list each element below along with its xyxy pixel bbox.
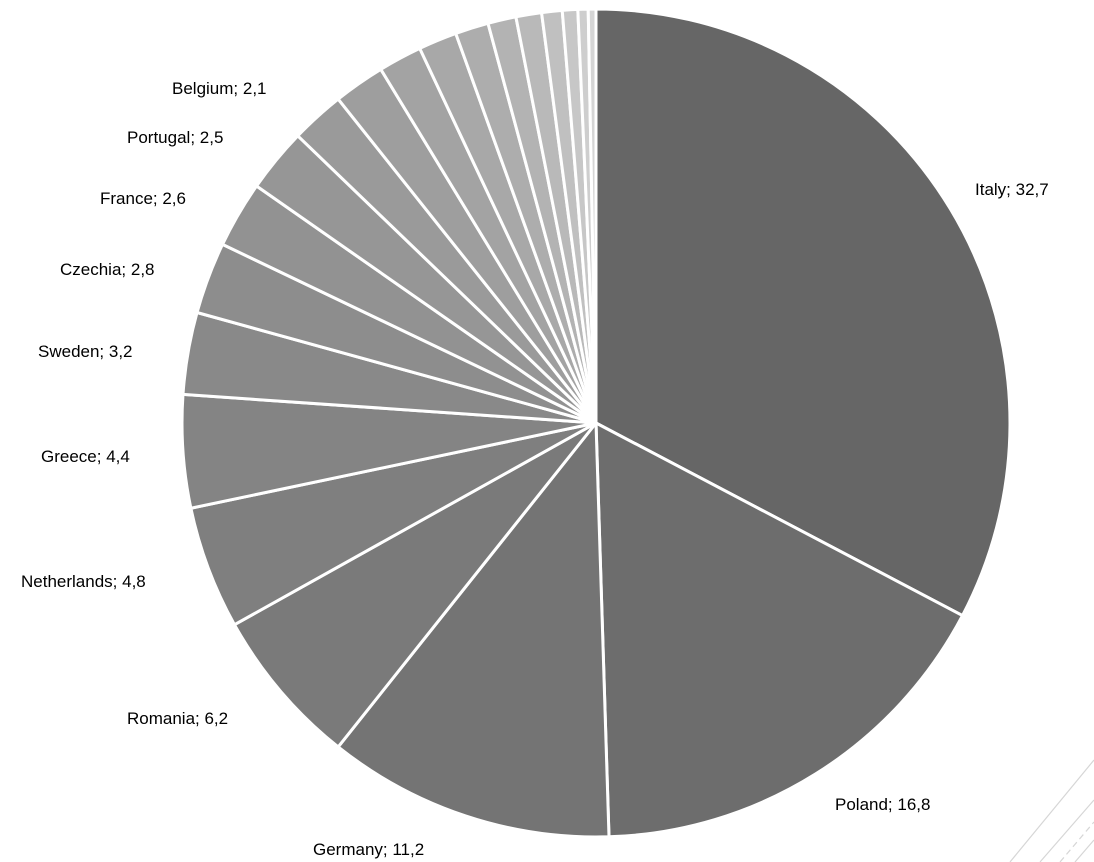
label-italy: Italy; 32,7 (975, 180, 1049, 199)
slice-italy (594, 7, 1012, 618)
decorative-diagonal-lines (1009, 759, 1094, 862)
label-czechia: Czechia; 2,8 (60, 260, 155, 279)
pie-slices (180, 7, 1012, 839)
label-greece: Greece; 4,4 (41, 447, 130, 466)
label-poland: Poland; 16,8 (835, 795, 930, 814)
deco-line-4 (1074, 839, 1094, 862)
label-netherlands: Netherlands; 4,8 (21, 572, 146, 591)
slice-romania (232, 421, 598, 749)
pie-labels: Italy; 32,7 Poland; 16,8 Germany; 11,2 R… (21, 79, 1049, 859)
label-portugal: Portugal; 2,5 (127, 128, 223, 147)
label-belgium: Belgium; 2,1 (172, 79, 267, 98)
label-sweden: Sweden; 3,2 (38, 342, 133, 361)
label-romania: Romania; 6,2 (127, 709, 228, 728)
label-france: France; 2,6 (100, 189, 186, 208)
deco-line-3 (1059, 821, 1094, 862)
label-germany: Germany; 11,2 (313, 840, 424, 859)
slice-other-10 (586, 7, 598, 425)
slice-germany (336, 421, 611, 839)
slice-poland (594, 421, 964, 839)
deco-line-2 (1039, 799, 1094, 862)
deco-line-1 (1009, 759, 1094, 862)
